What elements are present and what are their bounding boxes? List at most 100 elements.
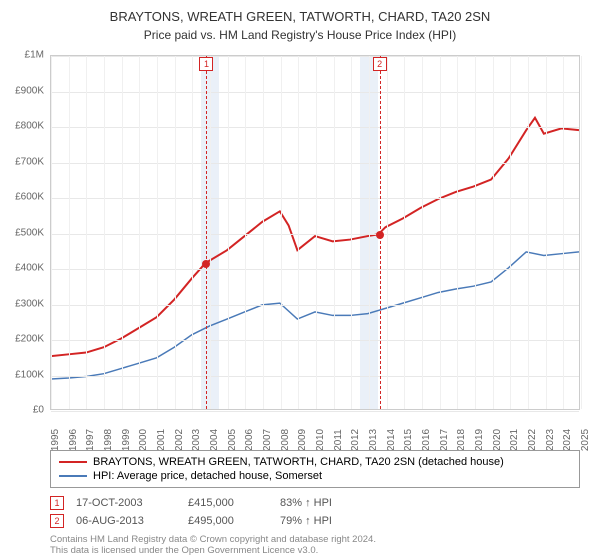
gridline-v [51,56,52,409]
gridline-v [69,56,70,409]
markers-table: 117-OCT-2003£415,00083% ↑ HPI206-AUG-201… [50,494,580,530]
gridline-v [263,56,264,409]
x-tick-label: 2019 [474,429,485,451]
chart-lines-svg [51,56,579,409]
x-tick-label: 2006 [244,429,255,451]
gridline-v [334,56,335,409]
marker-number: 2 [50,514,64,528]
series-line-hpi [51,252,579,379]
gridline-h [51,340,579,341]
x-tick-label: 2003 [191,429,202,451]
gridline-v [281,56,282,409]
gridline-v [404,56,405,409]
x-tick-label: 2020 [492,429,503,451]
gridline-h [51,376,579,377]
gridline-v [139,56,140,409]
gridline-v [581,56,582,409]
gridline-h [51,163,579,164]
x-tick-label: 2016 [421,429,432,451]
y-tick-label: £600K [15,192,44,203]
gridline-v [210,56,211,409]
x-axis: 1995199619971998199920002001200220032004… [50,412,580,447]
gridline-v [510,56,511,409]
x-tick-label: 2007 [262,429,273,451]
x-tick-label: 2021 [509,429,520,451]
marker-row: 117-OCT-2003£415,00083% ↑ HPI [50,494,580,512]
marker-pct: 83% ↑ HPI [280,497,380,509]
chart-marker-label: 2 [373,57,387,71]
y-tick-label: £100K [15,369,44,380]
x-tick-label: 2022 [527,429,538,451]
x-tick-label: 2011 [333,429,344,451]
chart-subtitle: Price paid vs. HM Land Registry's House … [0,26,600,42]
gridline-v [528,56,529,409]
gridline-h [51,198,579,199]
gridline-h [51,92,579,93]
marker-price: £415,000 [188,497,268,509]
gridline-v [245,56,246,409]
x-tick-label: 2005 [227,429,238,451]
marker-date: 06-AUG-2013 [76,515,176,527]
y-tick-label: £300K [15,298,44,309]
legend-item: BRAYTONS, WREATH GREEN, TATWORTH, CHARD,… [59,455,571,469]
y-tick-label: £700K [15,156,44,167]
gridline-v [298,56,299,409]
legend-label: BRAYTONS, WREATH GREEN, TATWORTH, CHARD,… [93,456,504,468]
x-tick-label: 2015 [403,429,414,451]
gridline-h [51,234,579,235]
gridline-v [546,56,547,409]
gridline-v [175,56,176,409]
series-line-property [51,118,579,356]
y-tick-label: £1M [25,50,44,61]
y-tick-label: £800K [15,121,44,132]
y-tick-label: £500K [15,227,44,238]
gridline-v [440,56,441,409]
x-tick-label: 2013 [368,429,379,451]
x-tick-label: 1997 [85,429,96,451]
gridline-v [104,56,105,409]
gridline-v [86,56,87,409]
x-tick-label: 2012 [350,429,361,451]
x-tick-label: 2014 [386,429,397,451]
gridline-h [51,56,579,57]
chart-container: BRAYTONS, WREATH GREEN, TATWORTH, CHARD,… [0,0,600,560]
x-tick-label: 2023 [545,429,556,451]
y-tick-label: £200K [15,334,44,345]
gridline-v [192,56,193,409]
footer-attribution: Contains HM Land Registry data © Crown c… [50,534,376,557]
x-tick-label: 2024 [562,429,573,451]
x-tick-label: 2025 [580,429,591,451]
x-tick-label: 2000 [138,429,149,451]
x-tick-label: 1999 [121,429,132,451]
y-tick-label: £900K [15,85,44,96]
gridline-v [122,56,123,409]
gridline-v [422,56,423,409]
legend-label: HPI: Average price, detached house, Some… [93,470,322,482]
y-axis: £0£100K£200K£300K£400K£500K£600K£700K£80… [0,55,48,410]
y-tick-label: £0 [33,405,44,416]
gridline-v [457,56,458,409]
sale-point [202,260,210,268]
x-tick-label: 2008 [280,429,291,451]
marker-number: 1 [50,496,64,510]
gridline-v [228,56,229,409]
x-tick-label: 2017 [439,429,450,451]
legend-swatch [59,461,87,463]
x-tick-label: 1996 [68,429,79,451]
legend-item: HPI: Average price, detached house, Some… [59,469,571,483]
gridline-v [369,56,370,409]
gridline-v [563,56,564,409]
gridline-h [51,269,579,270]
gridline-v [316,56,317,409]
marker-dashed-line [206,56,207,409]
legend-swatch [59,475,87,477]
gridline-v [475,56,476,409]
footer-line1: Contains HM Land Registry data © Crown c… [50,534,376,545]
gridline-v [351,56,352,409]
gridline-h [51,127,579,128]
legend: BRAYTONS, WREATH GREEN, TATWORTH, CHARD,… [50,450,580,488]
marker-row: 206-AUG-2013£495,00079% ↑ HPI [50,512,580,530]
chart-marker-label: 1 [199,57,213,71]
x-tick-label: 1998 [103,429,114,451]
x-tick-label: 2009 [297,429,308,451]
